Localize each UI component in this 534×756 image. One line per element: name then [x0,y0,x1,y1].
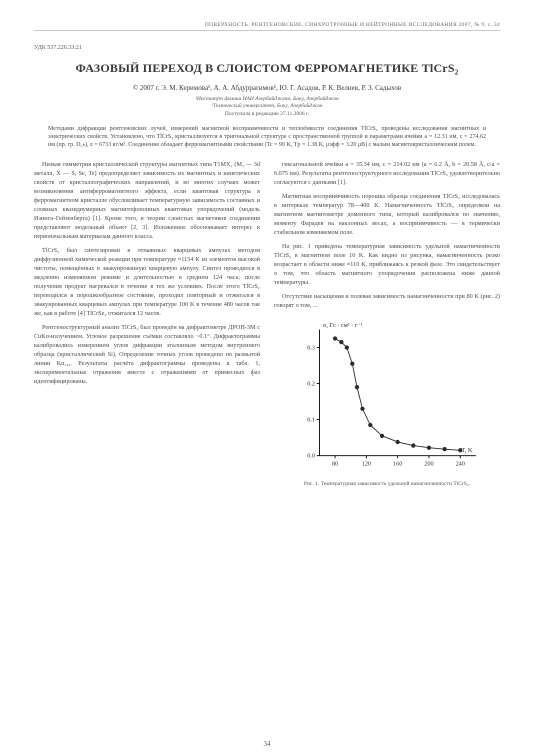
abstract: Методами дифракции рентгеновских лучей, … [48,125,486,149]
paragraph: Отсутствие насыщения и полевая зависимос… [274,293,500,311]
paragraph: Рентгеноструктурный анализ TlCrS₂ был пр… [34,324,260,387]
paragraph: Низкая симметрия кристаллической структу… [34,161,260,242]
udc-code: УДК 537.226.33:21 [34,45,500,51]
article-title: ФАЗОВЫЙ ПЕРЕХОД В СЛОИСТОМ ФЕРРОМАГНЕТИК… [34,61,500,76]
figure-1: 0.0 0.1 0.2 0.3 80 120 160 200 240 σ, Гс · см³ · … [274,317,500,489]
svg-text:0.3: 0.3 [307,344,315,351]
authors-line: © 2007 г. Э. М. Керимова¹, А. А. Абдурра… [34,84,500,92]
svg-text:240: 240 [456,460,465,467]
page-number: 34 [0,740,534,748]
paragraph: гексагональной ячейки a = 35.34 нм, c = … [274,161,500,188]
svg-text:0.2: 0.2 [307,380,315,387]
running-head: ПОВЕРХНОСТЬ. РЕНТГЕНОВСКИЕ, СИНХРОТРОННЫ… [34,22,500,31]
received-date: Поступила в редакцию 27.11.2006 г. [34,111,500,117]
paragraph: Магнитная восприимчивость порошка образц… [274,193,500,238]
paragraph: TlCrS₂ был синтезирован в отпаянных квар… [34,247,260,319]
page: ПОВЕРХНОСТЬ. РЕНТГЕНОВСКИЕ, СИНХРОТРОННЫ… [0,0,534,756]
svg-text:0.0: 0.0 [307,452,315,459]
figure-caption: Рис. 1. Температурная зависимость удельн… [274,481,500,489]
svg-text:σ, Гс · см³ · г⁻¹: σ, Гс · см³ · г⁻¹ [323,322,363,329]
magnetization-chart: 0.0 0.1 0.2 0.3 80 120 160 200 240 σ, Гс · см³ · … [274,317,500,477]
paragraph: На рис. 1 приведена температурная зависи… [274,243,500,288]
svg-text:0.1: 0.1 [307,416,315,423]
column-left: Низкая симметрия кристаллической структу… [34,161,260,489]
svg-text:T, K: T, K [461,447,472,454]
body-columns: Низкая симметрия кристаллической структу… [34,161,500,489]
svg-text:200: 200 [424,460,433,467]
column-right: гексагональной ячейки a = 35.34 нм, c = … [274,161,500,489]
affiliation-1: ¹Институт физики НАН Азербайджана, Баку,… [34,96,500,102]
svg-text:120: 120 [362,460,371,467]
affiliation-2: ²Технический университет, Баку, Азербайд… [34,103,500,109]
svg-text:80: 80 [332,460,338,467]
svg-text:160: 160 [393,460,402,467]
